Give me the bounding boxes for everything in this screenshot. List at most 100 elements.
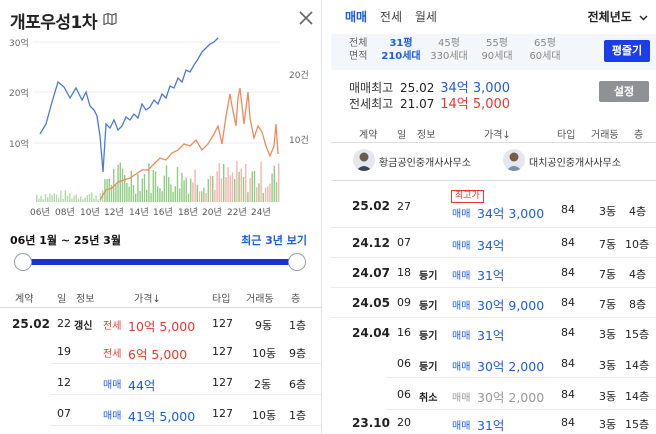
table-row[interactable]: 24.12 07 매매 34억 84 7동 10층 [331,228,656,258]
volume-bar [198,191,201,202]
row-date: 24.07 [352,266,390,280]
col-price[interactable]: 가격↓ [484,130,511,141]
map-icon[interactable] [103,13,117,25]
row-price: 31억 [477,268,505,283]
col-date: 계약 [359,130,378,141]
volume-bar [84,197,86,202]
col-date: 계약 [15,294,34,305]
table-row[interactable]: 24.04 16 등기 매매 31억 84 3동 15층 [331,318,656,348]
max-lease-date: 21.07 [400,97,435,111]
volume-bar [273,165,275,202]
area-option-31[interactable]: 31평 210세대 [376,37,426,63]
chart-panel: 개포우성1차 30억 20억 10억 20건 10건 06년 08년 10년 1… [0,0,322,434]
slider-end-handle[interactable] [288,253,306,271]
volume-bar [113,168,115,202]
volume-bar [251,171,253,202]
area-option-65[interactable]: 65평 60세대 [520,37,570,63]
col-floor: 층 [291,294,301,305]
table-row[interactable]: 24.05 09 등기 매매 30억 9,000 84 7동 8층 [331,288,656,318]
table-row[interactable]: 06 등기 매매 30억 2,000 84 3동 14층 [387,348,656,378]
row-kind: 매매 [452,209,471,220]
tab-sale[interactable]: 매매 [345,10,368,24]
pyeong-button[interactable]: 평줄기 [604,40,650,62]
max-sale-date: 25.02 [400,81,435,95]
row-floor: 6층 [289,378,307,391]
row-type: 127 [212,407,233,420]
volume-bar [168,177,170,202]
table-row[interactable]: 23.10 20 매매 31억 84 3동 15층 [331,410,656,434]
table-row[interactable]: 12 매매 44억 127 2동 6층 [50,369,321,395]
area-households: 330세대 [430,51,468,62]
volume-bar [99,193,102,202]
volume-bar [220,178,223,202]
col-price[interactable]: 가격↓ [134,294,161,305]
volume-bar [71,198,73,202]
settings-button[interactable]: 설정 [599,81,649,102]
volume-bar [130,170,132,202]
row-day: 19 [57,345,71,358]
area-label-all: 전체 [349,38,368,49]
volume-bar [236,160,238,202]
period-slider[interactable] [14,251,306,275]
table-row[interactable]: 07 매매 41억 5,000 127 10동 1층 [50,400,321,426]
tab-monthly[interactable]: 월세 [414,10,437,24]
volume-bar [150,193,152,202]
volume-bar [49,193,51,202]
volume-bar [40,195,42,202]
volume-bar [51,195,53,202]
row-price: 41억 5,000 [128,409,196,424]
row-day: 22 [57,317,71,330]
x-tick: 24년 [251,207,271,218]
col-floor: 층 [634,130,644,141]
row-price: 31억 [477,328,505,343]
row-dong: 3동 [599,205,617,218]
table-row[interactable]: 25.02 27 최고가 매매 34억 3,000 84 3동 4층 [331,190,656,228]
volume-bar [128,186,130,202]
area-option-45[interactable]: 45평 330세대 [424,37,474,63]
volume-bar [269,183,271,202]
table-row[interactable]: 25.02 22 갱신 전세 10억 5,000 127 9동 1층 [0,311,321,337]
x-tick: 20년 [202,207,222,218]
volume-bar [227,167,229,202]
slider-start-handle[interactable] [14,253,32,271]
row-date: 24.05 [352,296,390,310]
volume-bar [172,191,174,202]
volume-bar [36,195,38,202]
table-row[interactable]: 06 취소 매매 30억 2,000 84 3동 14층 [387,380,656,410]
row-type: 84 [561,236,575,249]
x-tick: 12년 [104,207,124,218]
volume-bar [106,179,108,202]
row-type: 84 [561,416,575,429]
volume-bar [104,179,106,202]
tab-lease[interactable]: 전세 [379,10,403,24]
volume-bar [209,175,212,202]
agent-name[interactable]: 대치공인중개사사무소 [529,158,621,169]
area-households: 90세대 [481,51,513,62]
table-row[interactable]: 24.07 18 등기 매매 31억 84 7동 4층 [331,258,656,288]
recent-3yr-link[interactable]: 최근 3년 보기 [241,234,307,247]
row-day: 18 [397,266,411,279]
agent-avatar [353,149,375,171]
row-type: 84 [561,388,575,401]
close-icon[interactable] [298,10,314,26]
col-info: 정보 [417,130,436,141]
row-kind: 매매 [452,393,471,404]
volume-bar [69,193,71,202]
year-filter-dropdown[interactable]: 전체년도 [588,8,648,25]
volume-bar [267,186,269,202]
area-filter: 전체 면적 31평 210세대 45평 330세대 55평 90세대 65평 6… [331,34,656,70]
volume-bar [117,164,119,202]
area-option-55[interactable]: 55평 90세대 [472,37,522,63]
row-floor: 9층 [289,347,307,360]
volume-bar [192,182,194,202]
volume-bar [121,168,124,202]
row-day: 09 [397,296,411,309]
row-info: 등기 [419,271,438,282]
table-row[interactable]: 19 전세 6억 5,000 127 10동 9층 [50,338,321,364]
volume-bar [262,192,264,202]
row-type: 127 [212,376,233,389]
agent-name[interactable]: 황금공인중개사사무소 [379,158,471,169]
col-dong: 거래동 [246,294,274,305]
row-day: 06 [397,388,411,401]
volume-bar [258,183,260,202]
